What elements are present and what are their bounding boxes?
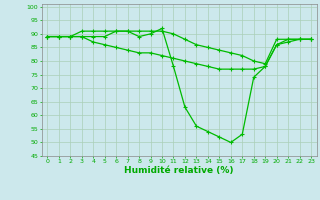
X-axis label: Humidité relative (%): Humidité relative (%) [124,166,234,175]
